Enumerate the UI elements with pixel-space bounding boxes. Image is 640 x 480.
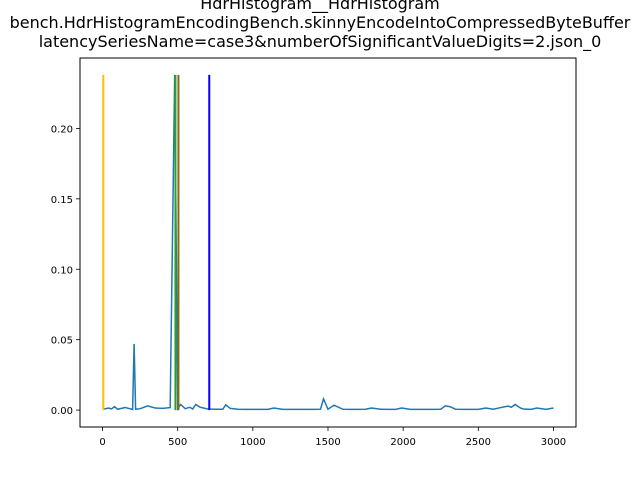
y-tick-label-1: 0.05 <box>51 336 73 347</box>
chart-title-line-1: HdrHistogram__HdrHistogram <box>200 0 440 13</box>
x-tick-label-2: 1000 <box>240 437 265 448</box>
y-tick-label-0: 0.00 <box>51 406 73 417</box>
chart-title-line-3: latencySeriesName=case3&numberOfSignific… <box>38 32 602 51</box>
x-tick-label-0: 0 <box>99 437 105 448</box>
x-tick-label-3: 1500 <box>315 437 340 448</box>
x-tick-label-5: 2500 <box>466 437 491 448</box>
y-tick-label-3: 0.15 <box>51 195 73 206</box>
y-tick-label-4: 0.20 <box>51 124 73 135</box>
x-tick-label-6: 3000 <box>541 437 566 448</box>
chart-title-line-2: bench.HdrHistogramEncodingBench.skinnyEn… <box>9 13 631 32</box>
x-tick-label-4: 2000 <box>390 437 415 448</box>
y-tick-label-2: 0.10 <box>51 265 73 276</box>
x-tick-label-1: 500 <box>168 437 187 448</box>
plot-frame <box>79 57 577 428</box>
series-line-0 <box>102 74 554 412</box>
